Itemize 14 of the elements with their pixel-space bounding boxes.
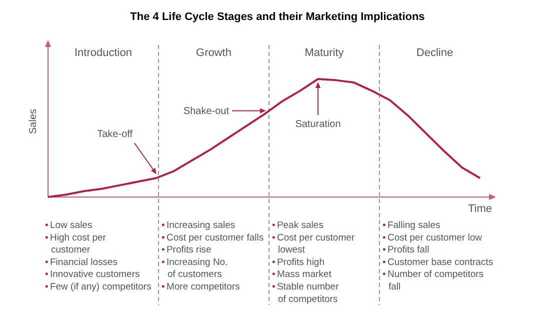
- annotation: Saturation: [295, 119, 341, 130]
- annotation: Take-off: [97, 129, 133, 140]
- text: • Increasing sales • Cost per customer falls • Profits rise • Increasing No. of customers • More competitors: [162, 220, 264, 292]
- chart-title: The 4 Life Cycle Stages and their Marketing Implications: [130, 11, 425, 23]
- text: • Falling sales • Cost per customer low • Profits fall • Customer base contracts • Number of competitors fall: [382, 220, 494, 292]
- text: Introduction: [74, 47, 132, 59]
- text: • Peak sales • Cost per customer lowest • Profits high • Mass market • Stable number of competitors: [272, 220, 355, 305]
- annotation: Shake-out: [183, 106, 230, 117]
- text: • Low sales • High cost per customer • Financial losses • Innovative customers • Few (if any) competitors: [45, 220, 152, 292]
- text: Maturity: [304, 47, 344, 59]
- text: Growth: [196, 47, 232, 59]
- text: Decline: [416, 47, 454, 59]
- x-axis-title: Time: [468, 203, 492, 215]
- y-axis-title: Sales: [28, 108, 39, 134]
